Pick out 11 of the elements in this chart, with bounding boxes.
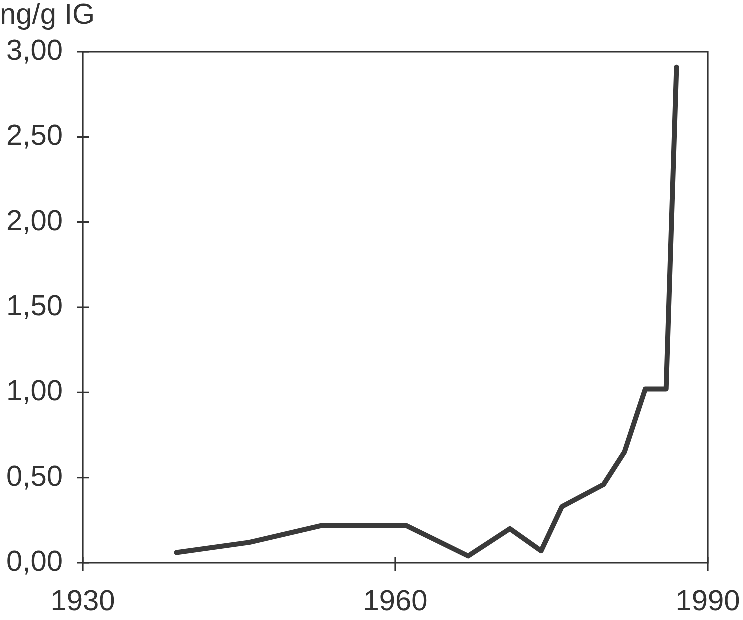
y-tick-label: 2,50 <box>6 120 63 152</box>
y-tick-label: 2,00 <box>6 205 63 238</box>
x-tick-label: 1990 <box>676 585 740 618</box>
y-tick-label: 1,00 <box>6 376 63 408</box>
y-tick-label: 0,00 <box>6 546 63 578</box>
x-tick-label: 1930 <box>50 585 116 618</box>
y-tick-label: 0,50 <box>6 460 63 493</box>
x-tick-label: 1960 <box>363 585 428 618</box>
y-axis-title: ng/g IG <box>0 0 96 31</box>
y-tick-label: 3,00 <box>6 35 63 67</box>
y-tick-label: 1,50 <box>6 290 63 322</box>
